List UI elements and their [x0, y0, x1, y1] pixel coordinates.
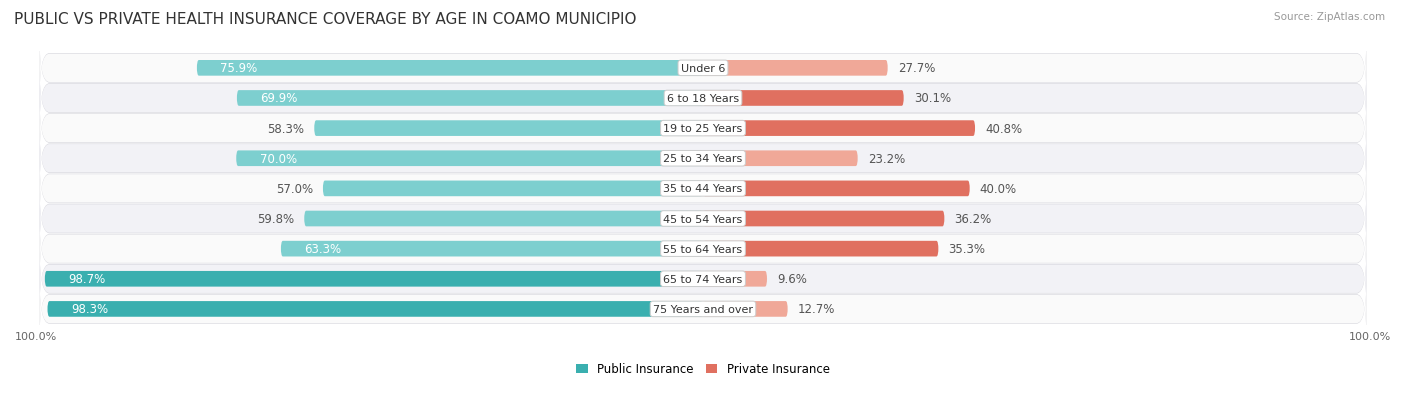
- FancyBboxPatch shape: [236, 151, 703, 167]
- FancyBboxPatch shape: [323, 181, 703, 197]
- FancyBboxPatch shape: [45, 271, 703, 287]
- FancyBboxPatch shape: [39, 68, 1367, 130]
- Legend: Public Insurance, Private Insurance: Public Insurance, Private Insurance: [571, 358, 835, 380]
- FancyBboxPatch shape: [39, 158, 1367, 220]
- FancyBboxPatch shape: [39, 69, 1367, 129]
- FancyBboxPatch shape: [39, 278, 1367, 340]
- Text: 98.7%: 98.7%: [67, 273, 105, 286]
- FancyBboxPatch shape: [703, 61, 887, 76]
- FancyBboxPatch shape: [703, 271, 768, 287]
- Text: 63.3%: 63.3%: [304, 242, 342, 256]
- FancyBboxPatch shape: [39, 38, 1367, 99]
- FancyBboxPatch shape: [39, 159, 1367, 219]
- FancyBboxPatch shape: [703, 301, 787, 317]
- Text: 45 to 54 Years: 45 to 54 Years: [664, 214, 742, 224]
- FancyBboxPatch shape: [39, 218, 1367, 280]
- Text: 35 to 44 Years: 35 to 44 Years: [664, 184, 742, 194]
- FancyBboxPatch shape: [703, 241, 938, 257]
- FancyBboxPatch shape: [39, 128, 1367, 189]
- Text: 59.8%: 59.8%: [257, 213, 294, 225]
- Text: Source: ZipAtlas.com: Source: ZipAtlas.com: [1274, 12, 1385, 22]
- FancyBboxPatch shape: [703, 211, 945, 227]
- Text: 57.0%: 57.0%: [276, 183, 314, 195]
- Text: 12.7%: 12.7%: [797, 303, 835, 316]
- FancyBboxPatch shape: [703, 121, 976, 137]
- Text: 75 Years and over: 75 Years and over: [652, 304, 754, 314]
- FancyBboxPatch shape: [39, 279, 1367, 339]
- FancyBboxPatch shape: [39, 248, 1367, 310]
- Text: 27.7%: 27.7%: [897, 62, 935, 75]
- FancyBboxPatch shape: [304, 211, 703, 227]
- Text: PUBLIC VS PRIVATE HEALTH INSURANCE COVERAGE BY AGE IN COAMO MUNICIPIO: PUBLIC VS PRIVATE HEALTH INSURANCE COVER…: [14, 12, 637, 27]
- FancyBboxPatch shape: [236, 91, 703, 107]
- FancyBboxPatch shape: [39, 38, 1367, 100]
- FancyBboxPatch shape: [703, 181, 970, 197]
- FancyBboxPatch shape: [39, 98, 1367, 160]
- Text: 36.2%: 36.2%: [955, 213, 991, 225]
- Text: 40.0%: 40.0%: [980, 183, 1017, 195]
- Text: 55 to 64 Years: 55 to 64 Years: [664, 244, 742, 254]
- FancyBboxPatch shape: [39, 128, 1367, 190]
- Text: 98.3%: 98.3%: [70, 303, 108, 316]
- Text: 75.9%: 75.9%: [221, 62, 257, 75]
- Text: 70.0%: 70.0%: [260, 152, 297, 165]
- FancyBboxPatch shape: [703, 91, 904, 107]
- Text: 23.2%: 23.2%: [868, 152, 905, 165]
- Text: 6 to 18 Years: 6 to 18 Years: [666, 94, 740, 104]
- FancyBboxPatch shape: [39, 218, 1367, 280]
- Text: 9.6%: 9.6%: [778, 273, 807, 286]
- Text: 69.9%: 69.9%: [260, 92, 298, 105]
- FancyBboxPatch shape: [39, 189, 1367, 249]
- Text: 25 to 34 Years: 25 to 34 Years: [664, 154, 742, 164]
- FancyBboxPatch shape: [703, 151, 858, 167]
- Text: 30.1%: 30.1%: [914, 92, 950, 105]
- FancyBboxPatch shape: [48, 301, 703, 317]
- Text: 19 to 25 Years: 19 to 25 Years: [664, 124, 742, 134]
- Text: Under 6: Under 6: [681, 64, 725, 74]
- FancyBboxPatch shape: [314, 121, 703, 137]
- FancyBboxPatch shape: [281, 241, 703, 257]
- Text: 65 to 74 Years: 65 to 74 Years: [664, 274, 742, 284]
- Text: 40.8%: 40.8%: [986, 122, 1022, 135]
- FancyBboxPatch shape: [39, 249, 1367, 309]
- Text: 35.3%: 35.3%: [949, 242, 986, 256]
- FancyBboxPatch shape: [39, 98, 1367, 159]
- FancyBboxPatch shape: [39, 188, 1367, 250]
- Text: 58.3%: 58.3%: [267, 122, 304, 135]
- FancyBboxPatch shape: [197, 61, 703, 76]
